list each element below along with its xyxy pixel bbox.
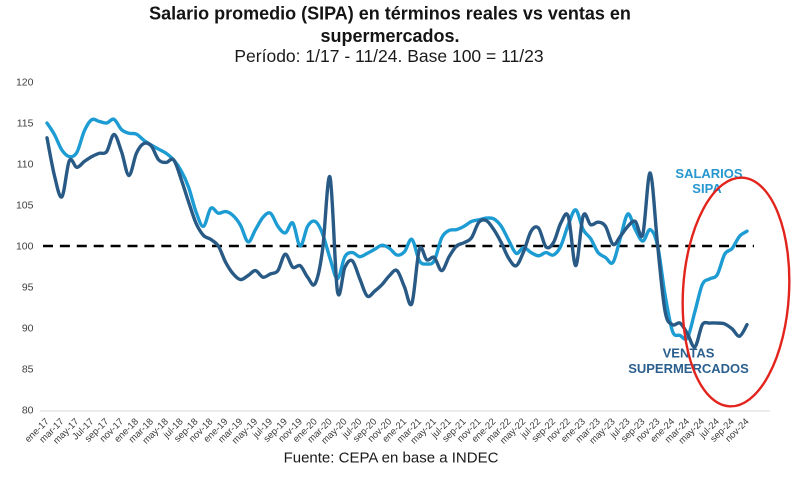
svg-text:Fuente: CEPA en base a INDEC: Fuente: CEPA en base a INDEC <box>284 450 499 467</box>
svg-text:120: 120 <box>16 77 34 89</box>
svg-text:85: 85 <box>22 364 34 376</box>
svg-text:90: 90 <box>22 323 34 335</box>
svg-text:Período: 1/17 - 11/24. Base 10: Período: 1/17 - 11/24. Base 100 = 11/23 <box>234 46 543 66</box>
svg-text:115: 115 <box>17 118 34 130</box>
svg-text:Salario promedio (SIPA) en tér: Salario promedio (SIPA) en términos real… <box>149 4 631 24</box>
svg-text:105: 105 <box>16 200 34 212</box>
svg-text:100: 100 <box>16 241 34 253</box>
svg-text:SUPERMERCADOS: SUPERMERCADOS <box>628 361 749 376</box>
svg-text:95: 95 <box>22 282 34 294</box>
svg-text:supermercados.: supermercados. <box>320 26 459 46</box>
svg-text:80: 80 <box>22 405 34 417</box>
svg-text:SALARIOS: SALARIOS <box>675 166 743 181</box>
svg-text:110: 110 <box>17 159 34 171</box>
